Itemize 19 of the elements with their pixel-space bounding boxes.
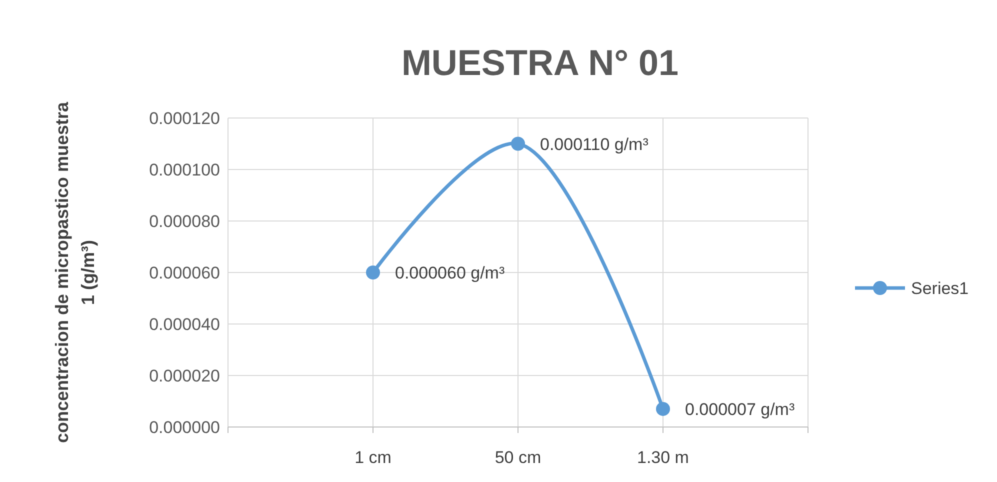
y-tick-label: 0.000040 [149,315,220,334]
x-tick-label: 50 cm [494,448,542,467]
y-tick-label: 0.000080 [149,212,220,231]
data-label: 0.000060 g/m³ [395,264,505,282]
y-tick-label: 0.000000 [149,418,220,437]
y-tick-label: 0.000100 [149,160,220,180]
y-tick-label: 0.000120 [149,109,220,128]
x-tick-label: 1 cm [354,448,392,467]
x-tick-label: 1.30 m [637,448,689,467]
point [366,266,380,280]
point [656,402,670,416]
y-tick-label: 0.000020 [149,366,220,386]
legend-label: Series1 [911,279,969,298]
data-label: 0.000110 g/m³ [540,134,649,154]
data-label: 0.000007 g/m³ [685,400,795,419]
chart-title: MUESTRA N° 01 [401,42,679,83]
point [511,136,525,151]
y-axis-title: concentracion de micropastico muestra 1 (g/m³) [52,100,98,444]
y-tick-label: 0.000060 [149,264,220,282]
